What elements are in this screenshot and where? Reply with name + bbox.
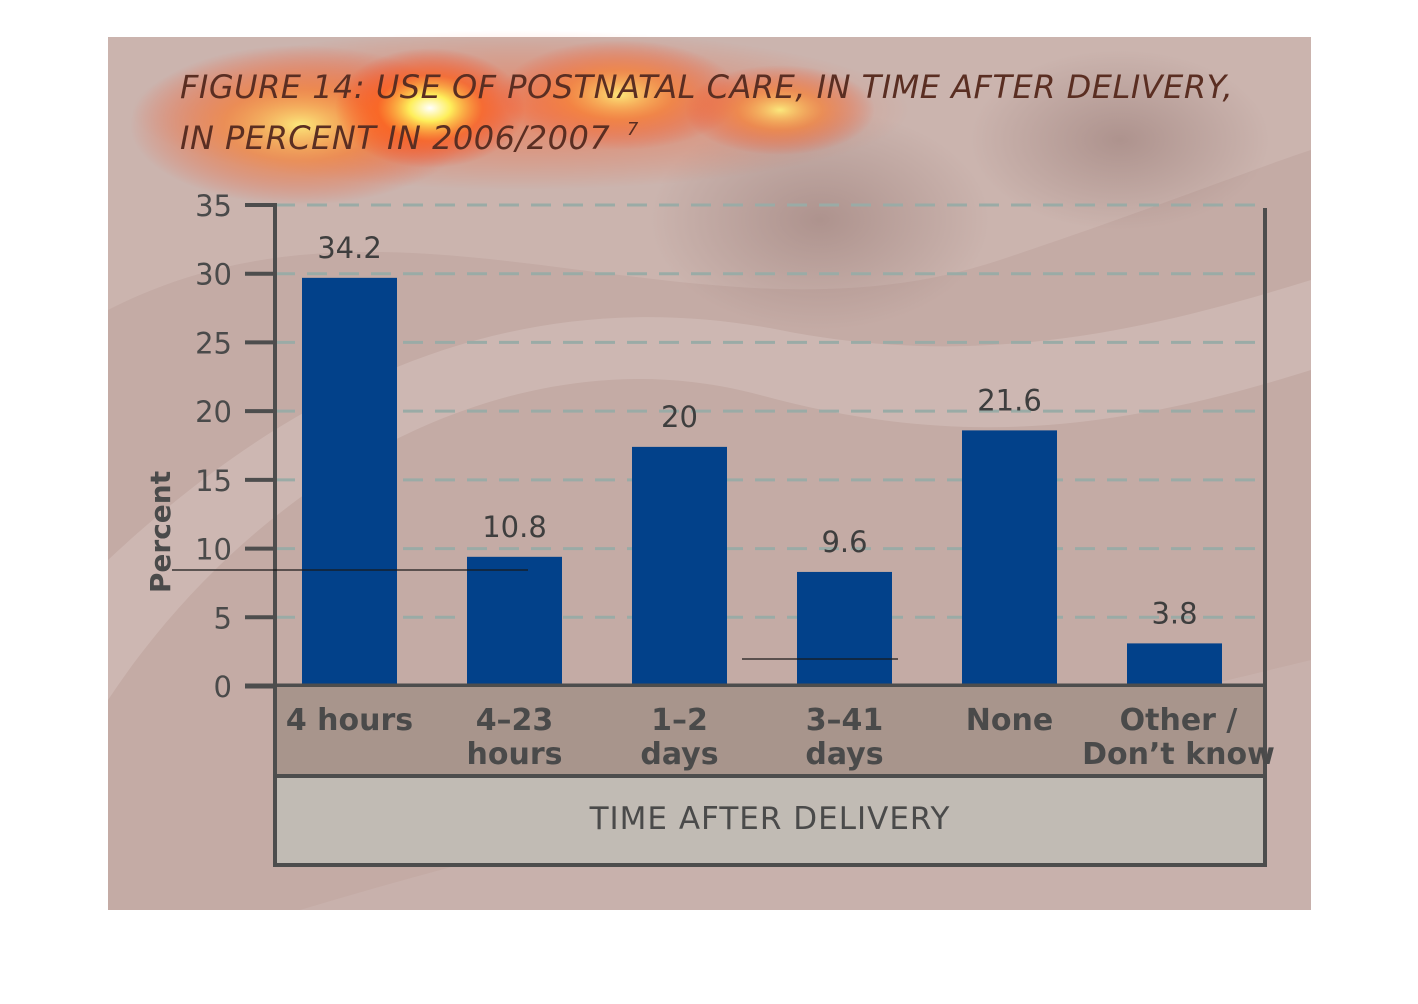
chart-title-line-2-text: IN PERCENT IN 2006/2007: [180, 119, 610, 157]
y-axis-title: Percent: [144, 471, 177, 593]
category-label: Other /: [1120, 703, 1238, 738]
category-label: hours: [467, 737, 563, 772]
data-label: 34.2: [317, 231, 382, 265]
category-band: [275, 687, 1265, 775]
category-label: 1–2: [651, 703, 708, 738]
y-tick-label: 35: [195, 189, 232, 223]
y-tick-label: 5: [214, 601, 232, 635]
x-axis-title: TIME AFTER DELIVERY: [589, 801, 951, 837]
bar: [962, 430, 1057, 686]
category-label: 3–41: [806, 703, 884, 738]
data-label: 21.6: [977, 383, 1042, 417]
heatmap-shade: [970, 50, 1270, 230]
background-wave: [108, 280, 1311, 700]
plot-area: 0 5 10 15 20 25 30 35 34.2 10.8 20 9.6 21.6 3.8: [195, 189, 1265, 704]
bar: [302, 277, 397, 686]
bar: [467, 556, 562, 686]
heatmap-blob: [500, 40, 740, 150]
data-label: 9.6: [821, 525, 867, 559]
chart-title-line-1: FIGURE 14: USE OF POSTNATAL CARE, IN TIM…: [180, 68, 1233, 106]
bar: [1127, 643, 1222, 686]
axis-title-band: [275, 777, 1265, 865]
category-label: None: [966, 703, 1053, 738]
category-label: days: [805, 737, 883, 772]
category-label: days: [640, 737, 718, 772]
data-label: 10.8: [482, 510, 547, 544]
y-tick-label: 15: [195, 464, 232, 498]
bar: [632, 446, 727, 686]
heatmap-blob: [685, 65, 875, 155]
data-label: 20: [661, 400, 698, 434]
y-tick-label: 0: [214, 670, 232, 704]
category-label: Don’t know: [1082, 737, 1275, 772]
data-label: 3.8: [1151, 596, 1197, 630]
y-tick-label: 20: [195, 395, 232, 429]
category-label: 4 hours: [286, 703, 413, 738]
chart-title-line-2: IN PERCENT IN 2006/2007 7: [180, 119, 639, 157]
y-tick-label: 30: [195, 258, 232, 292]
chart-title-superscript: 7: [627, 119, 639, 140]
bar: [797, 571, 892, 686]
y-tick-label: 10: [195, 533, 232, 567]
category-label: 4–23: [476, 703, 554, 738]
y-tick-label: 25: [195, 326, 232, 360]
heatmap-hotspot: [335, 48, 525, 168]
